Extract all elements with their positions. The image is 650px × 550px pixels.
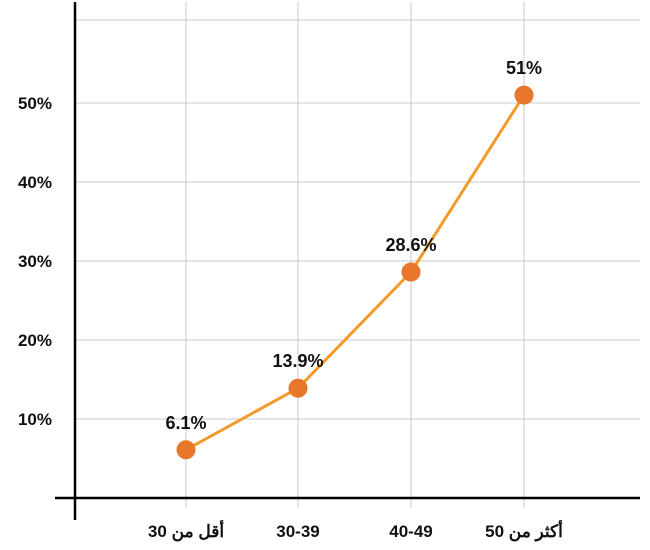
series bbox=[176, 85, 534, 460]
data-label: 6.1% bbox=[165, 413, 206, 433]
y-tick-label: 50% bbox=[18, 94, 52, 113]
y-tick-label: 30% bbox=[18, 252, 52, 271]
data-point bbox=[176, 440, 196, 460]
data-point bbox=[401, 262, 421, 282]
series-line bbox=[185, 94, 526, 452]
y-tick-label: 10% bbox=[18, 410, 52, 429]
grid bbox=[75, 2, 640, 508]
data-label: 28.6% bbox=[385, 235, 436, 255]
data-point bbox=[514, 85, 534, 105]
axes bbox=[55, 2, 640, 520]
data-labels: 6.1% 13.9% 28.6% 51% bbox=[165, 58, 542, 433]
data-point bbox=[288, 378, 308, 398]
y-tick-label: 40% bbox=[18, 173, 52, 192]
data-label: 51% bbox=[506, 58, 542, 78]
x-tick-label: أقل من 30 bbox=[148, 519, 224, 542]
y-tick-label: 20% bbox=[18, 331, 52, 350]
data-label: 13.9% bbox=[272, 351, 323, 371]
x-tick-label: أكثر من 50 bbox=[485, 519, 563, 542]
x-tick-label: 40-49 bbox=[389, 522, 432, 541]
x-tick-labels: أقل من 30 30-39 40-49 أكثر من 50 bbox=[148, 519, 563, 542]
y-tick-labels: 10% 20% 30% 40% 50% bbox=[18, 94, 52, 429]
x-tick-label: 30-39 bbox=[276, 522, 319, 541]
